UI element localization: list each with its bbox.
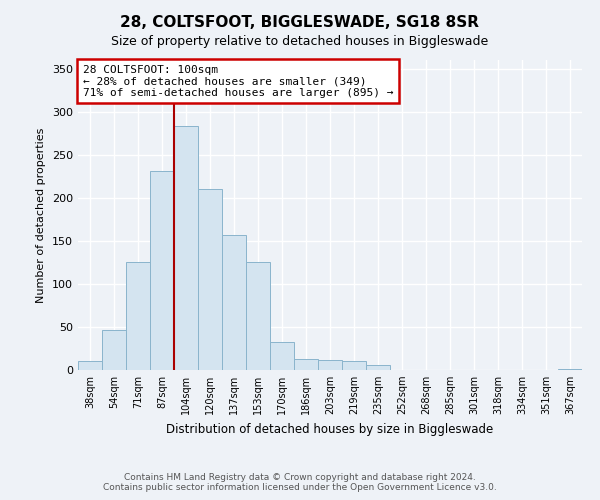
Bar [294,359,318,370]
Bar [366,365,390,370]
X-axis label: Distribution of detached houses by size in Biggleswade: Distribution of detached houses by size … [166,422,494,436]
Bar [270,342,294,370]
Bar [126,262,150,370]
Text: 28 COLTSFOOT: 100sqm
← 28% of detached houses are smaller (349)
71% of semi-deta: 28 COLTSFOOT: 100sqm ← 28% of detached h… [83,64,394,98]
Bar [78,360,102,370]
Bar [102,330,126,370]
Bar [222,235,246,370]
Bar [558,369,582,370]
Bar [198,189,222,370]
Y-axis label: Number of detached properties: Number of detached properties [37,128,46,302]
Text: Size of property relative to detached houses in Biggleswade: Size of property relative to detached ho… [112,35,488,48]
Bar [342,362,366,370]
Bar [174,126,198,370]
Bar [150,171,174,370]
Text: 28, COLTSFOOT, BIGGLESWADE, SG18 8SR: 28, COLTSFOOT, BIGGLESWADE, SG18 8SR [121,15,479,30]
Bar [246,262,270,370]
Bar [318,360,342,370]
Text: Contains HM Land Registry data © Crown copyright and database right 2024.
Contai: Contains HM Land Registry data © Crown c… [103,473,497,492]
